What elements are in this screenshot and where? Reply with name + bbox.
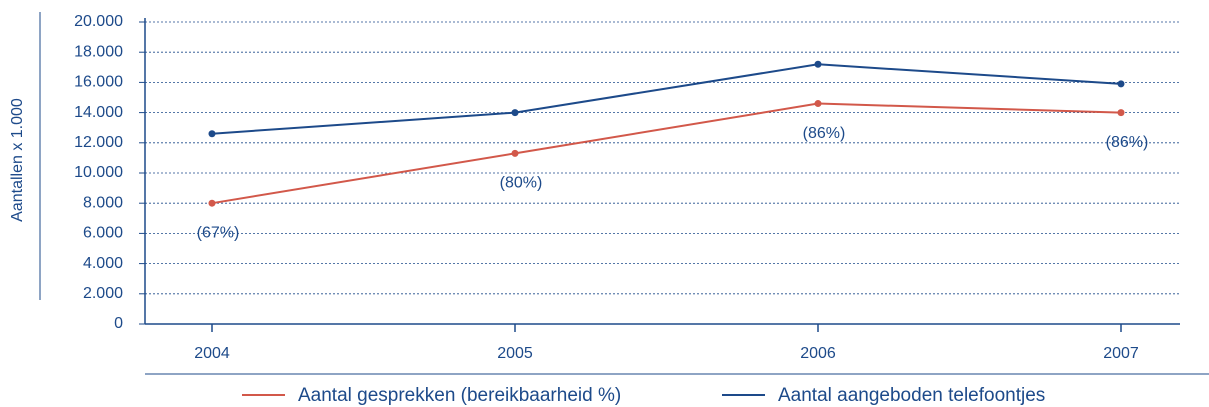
series-line [211, 102, 1122, 205]
y-tick-label: 18.000 [74, 43, 123, 60]
point [208, 199, 216, 207]
point [1117, 80, 1125, 88]
y-tick-label: 2.000 [83, 285, 123, 302]
y-tick-label: 12.000 [74, 134, 123, 151]
x-tick-label: 2007 [1103, 345, 1139, 362]
annotation: (80%) [500, 175, 543, 192]
legend-label: Aantal aangeboden telefoontjes [778, 385, 1045, 406]
y-tick-label: 16.000 [74, 74, 123, 91]
x-tick-label: 2005 [497, 345, 533, 362]
point [511, 149, 519, 157]
point [208, 130, 216, 138]
point [814, 100, 822, 108]
legend-label: Aantal gesprekken (bereikbaarheid %) [298, 385, 621, 406]
point [814, 60, 822, 68]
x-tick-label: 2006 [800, 345, 836, 362]
annotation: (86%) [1106, 134, 1149, 151]
y-tick-label: 4.000 [83, 255, 123, 272]
y-axis-label: Aantallen x 1.000 [9, 98, 26, 222]
annotation: (67%) [197, 224, 240, 241]
point [1117, 109, 1125, 117]
y-tick-label: 10.000 [74, 164, 123, 181]
y-tick-label: 20.000 [74, 13, 123, 30]
series-line [211, 63, 1122, 135]
annotation: (86%) [803, 125, 846, 142]
y-tick-label: 6.000 [83, 225, 123, 242]
x-tick-label: 2004 [194, 345, 230, 362]
point [511, 109, 519, 117]
y-tick-label: 14.000 [74, 104, 123, 121]
y-tick-label: 8.000 [83, 194, 123, 211]
y-tick-label: 0 [114, 315, 123, 332]
